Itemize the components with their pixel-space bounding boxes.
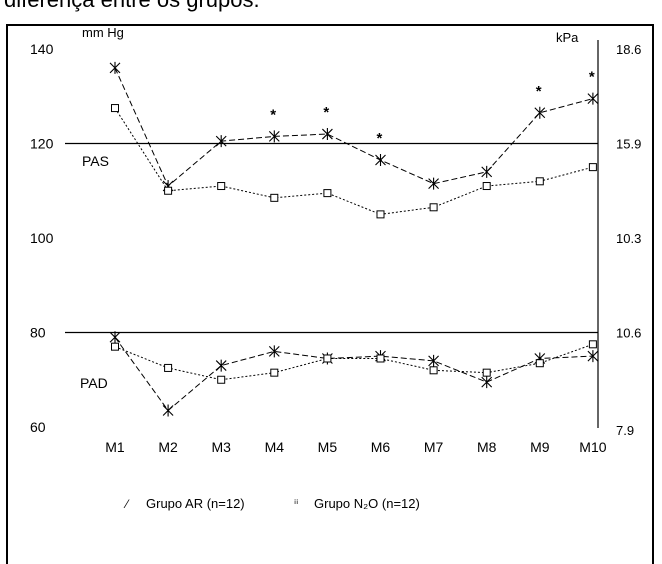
label-layer: PAS PAD * * * * * ⁄ Grupo AR (n=12) ⁱⁱ Grupo N₂O (…	[80, 69, 595, 511]
square-marker	[535, 359, 544, 368]
right-tick-label: 18.6	[616, 42, 641, 57]
star-marker	[587, 92, 599, 105]
star-marker	[428, 177, 439, 190]
star-marker	[322, 128, 333, 141]
region-label-pas: PAS	[82, 153, 109, 169]
region-label-pad: PAD	[80, 375, 108, 391]
square-marker	[270, 193, 279, 202]
legend-glyph: ⁄	[123, 497, 130, 511]
star-marker	[268, 130, 280, 143]
square-marker	[376, 210, 385, 219]
x-tick-label-m2: M2	[158, 439, 178, 455]
star-marker	[109, 61, 121, 74]
square-marker	[164, 363, 173, 372]
significance-asterisk: *	[536, 83, 542, 100]
series-line-ar-pad	[114, 336, 593, 412]
square-marker	[217, 375, 226, 384]
significance-asterisk: *	[323, 104, 329, 121]
left-tick-label: 120	[30, 136, 54, 152]
square-marker	[270, 368, 279, 377]
significance-asterisk: *	[377, 130, 383, 147]
x-tick-label-m8: M8	[477, 439, 497, 455]
star-marker	[268, 345, 280, 358]
right-tick-label: 10.6	[616, 326, 641, 341]
square-marker	[323, 354, 332, 363]
square-marker	[535, 177, 544, 186]
star-marker	[481, 165, 493, 178]
right-tick-label: 10.3	[616, 231, 641, 246]
x-tick-label-m10: M10	[579, 439, 606, 455]
significance-asterisk: *	[589, 69, 595, 86]
left-tick-label: 80	[30, 325, 46, 341]
left-tick-label: 60	[30, 419, 46, 435]
legend-label: Grupo N₂O (n=12)	[314, 496, 420, 511]
square-marker	[217, 182, 226, 191]
square-marker	[482, 182, 491, 191]
star-marker	[534, 106, 546, 119]
star-marker	[375, 154, 386, 167]
square-marker	[482, 368, 491, 377]
star-marker	[215, 359, 227, 372]
chart-frame	[6, 24, 654, 564]
caption-text: diferença entre os grupos.	[4, 0, 260, 13]
series-layer	[109, 61, 599, 417]
x-tick-label-m6: M6	[371, 439, 391, 455]
square-marker	[429, 366, 438, 375]
series-line-ar-pas	[114, 67, 594, 187]
left-tick-label: 140	[30, 41, 54, 57]
square-marker	[111, 342, 119, 351]
star-marker	[587, 350, 599, 363]
star-marker	[109, 331, 121, 344]
right-tick-label: 7.9	[616, 423, 634, 438]
right-tick-label: 15.9	[616, 137, 641, 152]
square-marker	[429, 203, 438, 212]
square-marker	[376, 354, 385, 363]
left-tick-label: 100	[30, 230, 54, 246]
legend-label: Grupo AR (n=12)	[146, 496, 245, 511]
x-tick-label-m1: M1	[105, 439, 125, 455]
x-tick-label-m7: M7	[424, 439, 444, 455]
reference-lines	[65, 142, 598, 334]
square-marker	[588, 340, 597, 349]
star-marker	[215, 135, 227, 148]
blood-pressure-chart: 140 120 100 80 60 18.6 15.9 10.3 10.6 7.9 mm Hg kPa…	[30, 25, 641, 511]
x-tick-label-m4: M4	[265, 439, 285, 455]
left-axis-title: mm Hg	[82, 25, 124, 40]
star-marker	[162, 404, 174, 417]
legend-glyph: ⁱⁱ	[294, 497, 298, 511]
x-tick-label-m9: M9	[530, 439, 550, 455]
square-marker	[164, 186, 173, 195]
square-marker	[323, 189, 332, 198]
right-axis-title: kPa	[556, 30, 579, 45]
significance-asterisk: *	[270, 106, 276, 123]
square-marker	[588, 163, 597, 172]
square-marker	[111, 104, 119, 113]
series-line-n2o-pas	[114, 107, 594, 215]
star-marker	[428, 354, 439, 367]
axes: 140 120 100 80 60 18.6 15.9 10.3 10.6 7.9 mm Hg kPa…	[30, 25, 641, 455]
x-tick-label-m3: M3	[211, 439, 231, 455]
star-marker	[481, 376, 493, 389]
series-line-n2o-pad	[114, 343, 594, 381]
x-tick-label-m5: M5	[318, 439, 338, 455]
